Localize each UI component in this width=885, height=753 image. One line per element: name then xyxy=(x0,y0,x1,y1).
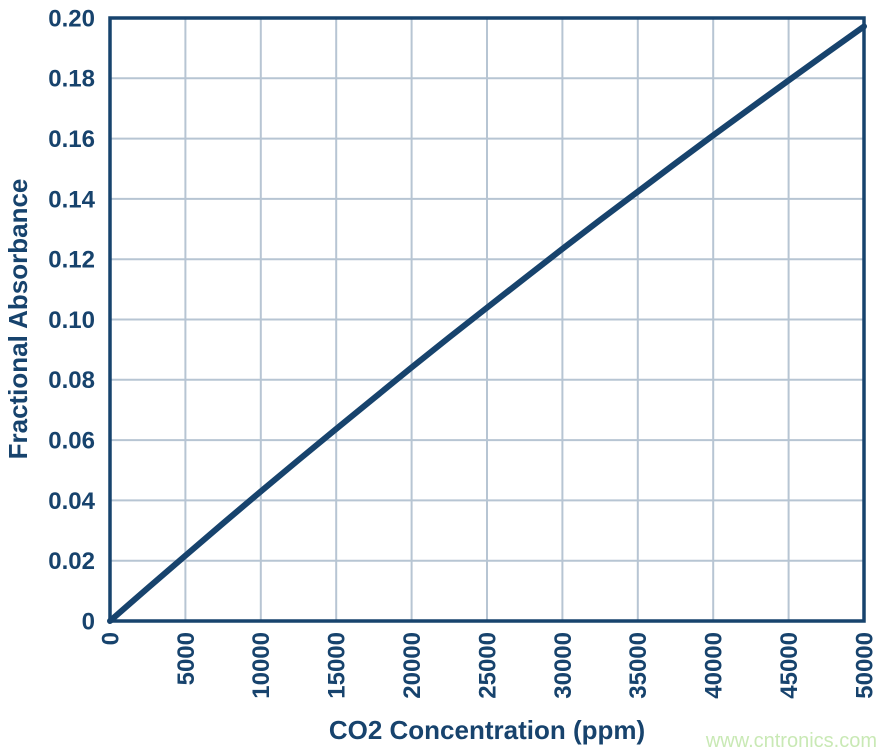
x-tick-label: 5000 xyxy=(173,632,200,685)
plot-border xyxy=(108,16,866,623)
x-tick-label: 35000 xyxy=(625,632,652,699)
x-tick-label: 50000 xyxy=(851,632,878,699)
x-tick-label: 10000 xyxy=(248,632,275,699)
y-tick-label: 0.04 xyxy=(48,488,95,515)
y-tick-label: 0.12 xyxy=(48,247,95,274)
gridlines xyxy=(110,18,864,621)
x-tick-label: 0 xyxy=(97,632,124,645)
x-tick-label: 40000 xyxy=(701,632,728,699)
y-tick-label: 0 xyxy=(82,608,95,635)
y-axis-tick-labels: 0 0.02 0.04 0.06 0.08 0.10 0.12 0.14 0.16 0.18 0.2… xyxy=(48,5,95,635)
x-tick-label: 30000 xyxy=(550,632,577,699)
x-tick-label: 45000 xyxy=(776,632,803,699)
x-tick-label: 20000 xyxy=(399,632,426,699)
y-tick-label: 0.06 xyxy=(48,428,95,455)
y-tick-label: 0.10 xyxy=(48,307,95,334)
y-tick-label: 0.08 xyxy=(48,367,95,394)
y-tick-label: 0.20 xyxy=(48,5,95,32)
y-tick-label: 0.02 xyxy=(48,548,95,575)
watermark: www.cntronics.com xyxy=(705,730,877,752)
y-axis-title: Fractional Absorbance xyxy=(3,179,33,460)
x-axis-title: CO2 Concentration (ppm) xyxy=(329,715,645,745)
y-tick-label: 0.14 xyxy=(48,186,95,213)
x-tick-label: 25000 xyxy=(474,632,501,699)
y-tick-label: 0.16 xyxy=(48,126,95,153)
x-tick-label: 15000 xyxy=(324,632,351,699)
absorbance-curve xyxy=(107,23,867,624)
x-axis-tick-labels: 0 5000 10000 15000 20000 25000 30000 35000 40000… xyxy=(97,632,878,699)
y-tick-label: 0.18 xyxy=(48,66,95,93)
